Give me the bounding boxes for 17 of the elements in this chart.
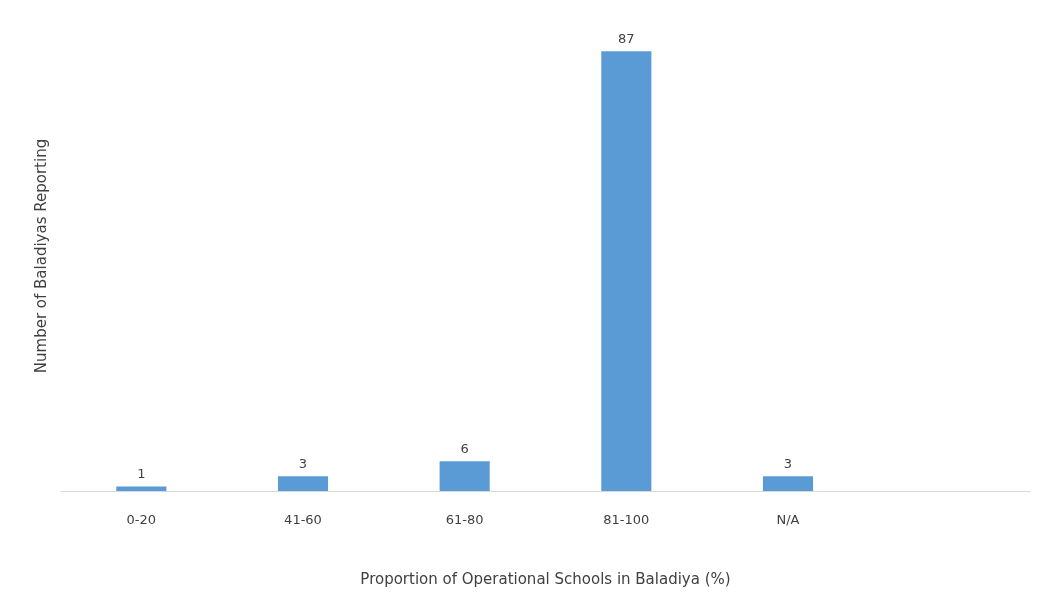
- x-tick-label: 41-60: [284, 511, 322, 527]
- x-tick-label: N/A: [776, 511, 800, 527]
- y-axis-title: Number of Baladiyas Reporting: [31, 138, 50, 374]
- bar: [277, 476, 329, 492]
- data-label: 6: [460, 441, 469, 457]
- bar: [762, 476, 814, 492]
- bar: [601, 51, 652, 492]
- x-axis-title: Proportion of Operational Schools in Baladiya (%): [360, 569, 731, 588]
- bar: [116, 486, 167, 492]
- x-tick-label: 0-20: [126, 511, 157, 527]
- x-tick-label: 81-100: [603, 511, 650, 527]
- x-tick-label: 61-80: [445, 511, 484, 527]
- data-label: 3: [298, 456, 308, 472]
- data-label: 1: [137, 466, 146, 482]
- data-label: 3: [783, 456, 793, 472]
- data-label: 87: [618, 31, 635, 47]
- bar: [439, 461, 490, 492]
